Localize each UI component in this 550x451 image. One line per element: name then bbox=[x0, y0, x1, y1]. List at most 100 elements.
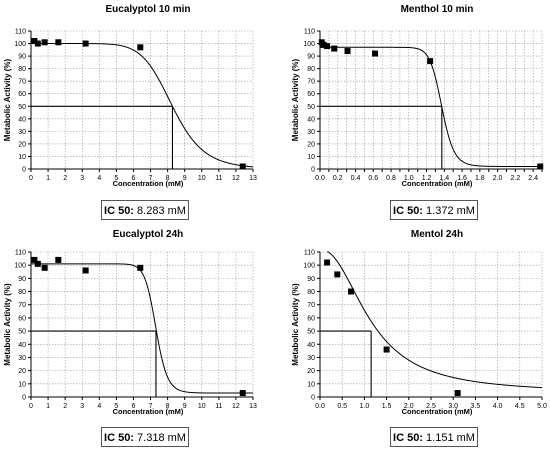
data-point bbox=[334, 271, 341, 278]
y-tick-label: 0 bbox=[22, 395, 26, 402]
data-point bbox=[239, 163, 246, 170]
x-tick-label: 1.2 bbox=[422, 175, 432, 182]
y-tick-label: 40 bbox=[18, 342, 26, 349]
x-tick-label: 0.5 bbox=[337, 403, 347, 410]
data-point bbox=[31, 38, 38, 45]
x-tick-label: 13 bbox=[249, 403, 257, 410]
x-tick-label: 3 bbox=[80, 175, 84, 182]
y-tick-label: 40 bbox=[307, 342, 315, 349]
y-tick-label: 10 bbox=[307, 154, 315, 161]
ic50-label-3: IC 50: bbox=[104, 432, 134, 444]
x-tick-label: 0.6 bbox=[368, 175, 378, 182]
data-point bbox=[537, 163, 544, 170]
data-point bbox=[82, 267, 89, 274]
y-tick-label: 70 bbox=[307, 79, 315, 86]
x-tick-label: 1 bbox=[46, 175, 50, 182]
x-tick-label: 3 bbox=[80, 403, 84, 410]
data-point bbox=[55, 39, 62, 46]
x-tick-label: 6 bbox=[132, 403, 136, 410]
x-tick-label: 4.5 bbox=[515, 403, 525, 410]
data-point bbox=[324, 259, 331, 266]
x-tick-label: 7 bbox=[149, 175, 153, 182]
y-tick-label: 0 bbox=[311, 395, 315, 402]
data-point bbox=[344, 48, 351, 55]
x-tick-label: 5.0 bbox=[537, 403, 547, 410]
fit-curve bbox=[327, 251, 543, 389]
x-tick-label: 1.6 bbox=[457, 175, 467, 182]
y-tick-label: 40 bbox=[18, 116, 26, 123]
x-tick-label: 0.8 bbox=[386, 175, 396, 182]
y-tick-label: 50 bbox=[18, 104, 26, 111]
x-tick-label: 1 bbox=[46, 403, 50, 410]
x-tick-label: 9 bbox=[183, 403, 187, 410]
data-point bbox=[137, 264, 144, 271]
y-tick-label: 70 bbox=[18, 302, 26, 309]
y-tick-label: 80 bbox=[18, 66, 26, 73]
x-tick-label: 5 bbox=[114, 175, 118, 182]
y-tick-label: 30 bbox=[307, 129, 315, 136]
y-tick-label: 80 bbox=[307, 289, 315, 296]
x-axis-label: Concentration (mM) bbox=[113, 179, 184, 188]
x-tick-label: 0.4 bbox=[351, 175, 361, 182]
y-tick-label: 10 bbox=[18, 154, 26, 161]
ic50-label-2: IC 50: bbox=[393, 205, 423, 217]
ic50-box-1: IC 50: 8.283 mM bbox=[101, 200, 189, 220]
y-tick-label: 110 bbox=[304, 29, 315, 36]
data-point bbox=[324, 43, 331, 50]
y-tick-label: 20 bbox=[307, 141, 315, 148]
chart-title: Eucalyptol 24h bbox=[113, 229, 184, 240]
x-tick-label: 12 bbox=[232, 403, 240, 410]
x-tick-label: 11 bbox=[215, 403, 222, 410]
x-tick-label: 0.0 bbox=[315, 175, 325, 182]
data-point bbox=[454, 390, 461, 397]
y-tick-label: 20 bbox=[18, 368, 26, 375]
data-point bbox=[34, 260, 41, 267]
y-tick-label: 60 bbox=[18, 91, 26, 98]
y-tick-label: 100 bbox=[303, 263, 315, 270]
data-point bbox=[331, 45, 338, 52]
x-tick-label: 2.2 bbox=[510, 175, 520, 182]
y-tick-label: 100 bbox=[14, 41, 26, 48]
x-tick-label: 10 bbox=[198, 403, 206, 410]
x-tick-label: 2 bbox=[63, 403, 67, 410]
data-point bbox=[348, 288, 355, 295]
x-tick-label: 9 bbox=[183, 175, 187, 182]
chart-title: Menthol 10 min bbox=[401, 4, 474, 15]
y-tick-label: 0 bbox=[22, 167, 26, 174]
y-tick-label: 90 bbox=[307, 276, 315, 283]
chart-title: Eucalyptol 10 min bbox=[105, 4, 190, 15]
x-tick-label: 0 bbox=[29, 403, 33, 410]
y-tick-label: 20 bbox=[307, 368, 315, 375]
ic50-box-3: IC 50: 7.318 mM bbox=[101, 427, 189, 447]
x-tick-label: 13 bbox=[249, 175, 257, 182]
y-tick-label: 60 bbox=[18, 315, 26, 322]
ic50-value-3: 7.318 mM bbox=[137, 432, 186, 444]
x-tick-label: 0.0 bbox=[315, 403, 325, 410]
x-tick-label: 8 bbox=[166, 403, 170, 410]
y-tick-label: 110 bbox=[15, 250, 26, 257]
y-tick-label: 80 bbox=[307, 66, 315, 73]
y-tick-label: 10 bbox=[307, 381, 315, 388]
ic50-value-1: 8.283 mM bbox=[137, 205, 186, 217]
y-tick-label: 50 bbox=[307, 104, 315, 111]
x-tick-label: 0 bbox=[29, 175, 33, 182]
y-tick-label: 70 bbox=[18, 79, 26, 86]
y-axis-label: Metabolic Activity (%) bbox=[291, 58, 300, 141]
y-tick-label: 40 bbox=[307, 116, 315, 123]
x-tick-label: 1.5 bbox=[382, 403, 392, 410]
data-point bbox=[41, 39, 48, 46]
data-point bbox=[383, 346, 390, 353]
x-tick-label: 0.2 bbox=[333, 175, 343, 182]
ic50-box-2: IC 50: 1.372 mM bbox=[390, 200, 478, 220]
x-tick-label: 6 bbox=[132, 175, 136, 182]
ic50-label-4: IC 50: bbox=[393, 432, 423, 444]
y-tick-label: 30 bbox=[307, 355, 315, 362]
chart-panel-2: 0 10 20 30 40 50 60 70 80 90 100 110 0.0 0.2 0.4 0.6 0.8… bbox=[291, 4, 544, 188]
chart-panel-4: 0 10 20 30 40 50 60 70 80 90 100 110 0.0 0.5 1.0 1.5 2.0… bbox=[291, 229, 547, 416]
y-tick-label: 30 bbox=[18, 355, 26, 362]
ic50-value-2: 1.372 mM bbox=[426, 205, 475, 217]
ic50-box-4: IC 50: 1.151 mM bbox=[390, 427, 478, 447]
